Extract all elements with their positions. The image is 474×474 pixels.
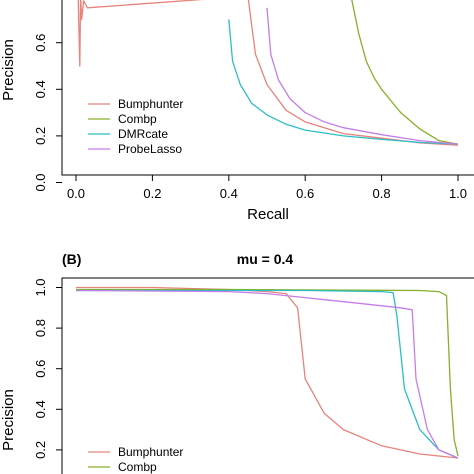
panel-b-y-axis-title: Precision xyxy=(0,389,17,451)
x-tick-label-5: 1.0 xyxy=(449,186,467,201)
x-tick-label-3: 0.6 xyxy=(296,186,314,201)
series-line-bumphunter xyxy=(77,0,459,146)
series-line-combp xyxy=(76,288,459,457)
y-tick-label-3: 0.6 xyxy=(33,34,48,52)
legend-label-bumphunter: Bumphunter xyxy=(118,445,183,459)
series-line-probelasso xyxy=(266,7,459,145)
y-tick-label-2: 0.6 xyxy=(33,360,48,378)
legend-label-probelasso: ProbeLasso xyxy=(118,142,182,156)
series-line-dmrcate xyxy=(76,289,459,459)
y-tick-label-1: 0.2 xyxy=(33,127,48,145)
legend-label-bumphunter: Bumphunter xyxy=(118,97,183,111)
series-line-probelasso xyxy=(75,289,459,459)
legend-label-combp: Combp xyxy=(118,112,157,126)
series-line-dmrcate xyxy=(228,19,459,145)
series-line-bumphunter xyxy=(76,286,459,459)
panel-a-x-axis-title: Recall xyxy=(247,206,289,223)
legend-label-combp: Combp xyxy=(118,460,157,474)
panel-b-series xyxy=(75,286,459,459)
panel-a-y-axis-title: Precision xyxy=(0,39,17,101)
panel-b-plot-area xyxy=(61,277,474,474)
x-tick-label-0: 0.0 xyxy=(67,186,85,201)
x-tick-label-2: 0.4 xyxy=(220,186,238,201)
legend-label-dmrcate: DMRcate xyxy=(118,127,168,141)
panel-a-series xyxy=(77,0,459,146)
panel-b-title: mu = 0.4 xyxy=(237,251,294,267)
y-tick-label-1: 0.4 xyxy=(33,400,48,418)
x-tick-label-4: 0.8 xyxy=(373,186,391,201)
panel-a-plot-area xyxy=(61,0,474,176)
y-tick-label-2: 0.4 xyxy=(33,80,48,98)
y-tick-label-4: 1.0 xyxy=(33,278,48,296)
y-tick-label-0: 0.2 xyxy=(33,441,48,459)
panel-b-label: (B) xyxy=(62,251,81,267)
y-tick-label-0: 0.0 xyxy=(33,173,48,191)
panel-b-axes: 0.2 0.4 0.6 0.8 1.0 xyxy=(33,278,62,459)
x-tick-label-1: 0.2 xyxy=(143,186,161,201)
panel-a-axes: 0.0 0.2 0.4 0.6 0.8 1.0 0.0 0.2 0.4 0.6 xyxy=(33,34,467,201)
series-line-combp xyxy=(351,0,459,145)
y-tick-label-3: 0.8 xyxy=(33,319,48,337)
